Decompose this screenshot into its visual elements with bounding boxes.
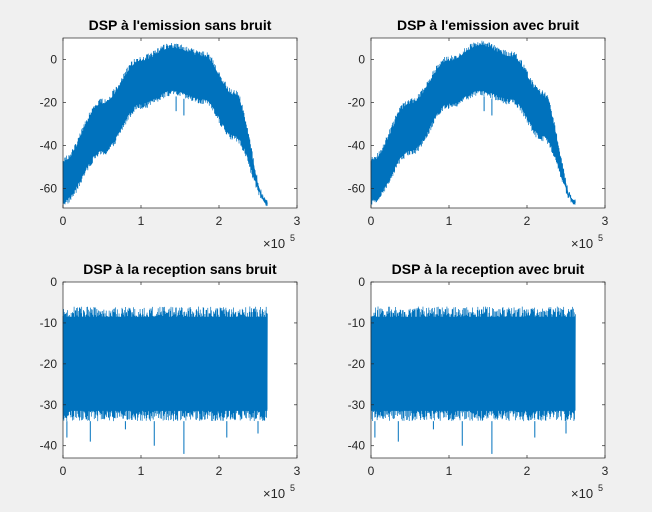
axes-frame [370, 37, 606, 209]
x-tick-label: 1 [138, 214, 145, 228]
subplot-3: 0 1 2 3 0 -10 -20 -30 -40 DSP à la reception sans… [40, 261, 301, 501]
subplot-title: DSP à la reception avec bruit [392, 261, 585, 277]
x-tick-label: 2 [524, 464, 531, 478]
x-multiplier-base: ×10 [263, 486, 285, 501]
x-multiplier-exponent: 5 [290, 483, 295, 493]
x-tick-label: 1 [446, 214, 453, 228]
subplot-title: DSP à l'emission sans bruit [89, 17, 272, 33]
subplot-4: 0 1 2 3 0 -10 -20 -30 -40 DSP à la reception avec… [348, 261, 609, 501]
y-tick-label: -20 [40, 96, 58, 110]
x-tick-label: 2 [524, 214, 531, 228]
x-multiplier-base: ×10 [263, 236, 285, 251]
x-tick-label: 3 [602, 214, 609, 228]
y-tick-label: 0 [358, 53, 365, 67]
x-tick-label: 0 [60, 214, 67, 228]
y-tick-label: -40 [40, 139, 58, 153]
y-tick-label: 0 [358, 275, 365, 289]
series-line [370, 40, 576, 205]
y-tick-label: -40 [348, 139, 366, 153]
y-tick-label: -40 [40, 439, 58, 453]
x-tick-label: 0 [368, 214, 375, 228]
subplot-title: DSP à la reception sans bruit [83, 261, 277, 277]
x-tick-label: 2 [216, 464, 223, 478]
x-tick-label: 0 [368, 464, 375, 478]
axes-frame [62, 281, 298, 459]
y-tick-label: -10 [40, 316, 58, 330]
series-line [62, 306, 268, 422]
y-tick-label: -20 [348, 357, 366, 371]
y-tick-label: -30 [348, 398, 366, 412]
x-tick-label: 2 [216, 214, 223, 228]
axes-frame [370, 281, 606, 459]
y-tick-label: -40 [348, 439, 366, 453]
y-tick-label: -60 [348, 182, 366, 196]
subplot-2: 0 1 2 3 0 -20 -40 -60 DSP à l'emission avec brui… [348, 17, 609, 251]
x-tick-label: 3 [602, 464, 609, 478]
x-tick-label: 3 [294, 464, 301, 478]
subplot-title: DSP à l'emission avec bruit [397, 17, 579, 33]
x-multiplier-exponent: 5 [598, 483, 603, 493]
y-tick-label: 0 [50, 275, 57, 289]
series-line [370, 306, 576, 422]
x-multiplier-base: ×10 [571, 486, 593, 501]
x-multiplier-exponent: 5 [290, 233, 295, 243]
x-tick-label: 1 [446, 464, 453, 478]
y-tick-label: -20 [40, 357, 58, 371]
y-tick-label: 0 [50, 53, 57, 67]
x-tick-label: 1 [138, 464, 145, 478]
x-multiplier-base: ×10 [571, 236, 593, 251]
y-tick-label: -60 [40, 182, 58, 196]
series-line [62, 42, 268, 207]
y-tick-label: -30 [40, 398, 58, 412]
y-tick-label: -20 [348, 96, 366, 110]
subplot-1: 0 1 2 3 0 -20 -40 -60 DSP à l'emission sans brui… [40, 17, 301, 251]
axes-frame [62, 37, 298, 209]
x-multiplier-exponent: 5 [598, 233, 603, 243]
y-tick-label: -10 [348, 316, 366, 330]
x-tick-label: 3 [294, 214, 301, 228]
x-tick-label: 0 [60, 464, 67, 478]
